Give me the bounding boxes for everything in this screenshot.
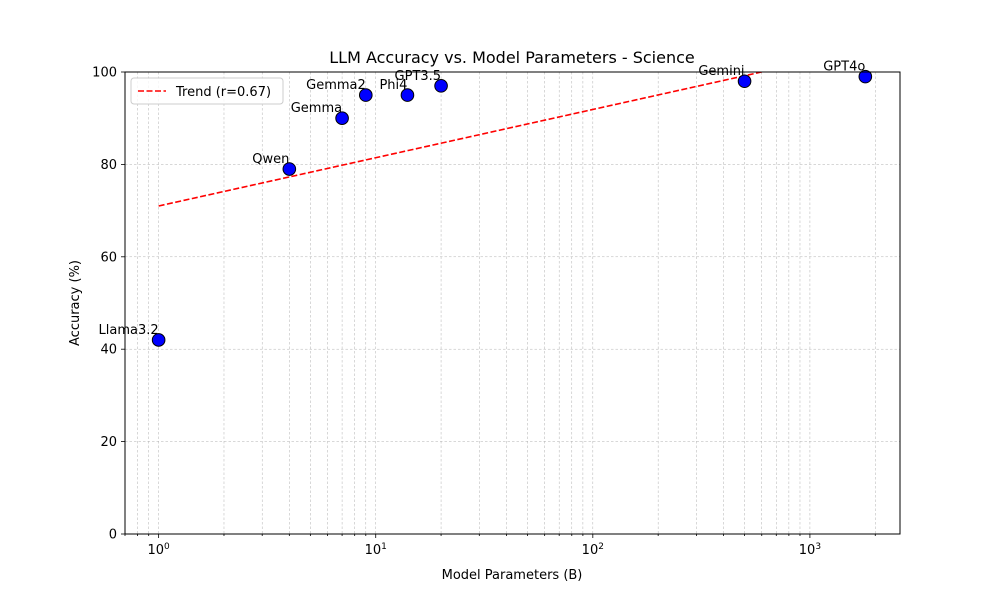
plot-frame	[124, 71, 901, 535]
legend-trend-label: Trend (r=0.67)	[175, 85, 271, 100]
trend-layer	[158, 72, 766, 207]
x-tick-label: 100	[147, 542, 170, 558]
y-tick-label: 80	[100, 158, 117, 173]
data-point-label: Qwen	[252, 152, 289, 167]
data-point	[434, 79, 448, 93]
legend-box	[130, 77, 284, 105]
plot-area	[125, 72, 900, 534]
x-tick-label-base: 10	[799, 543, 816, 558]
x-tick-label: 103	[799, 542, 821, 558]
data-point-label: GPT4o	[823, 60, 865, 75]
y-tick-label: 0	[109, 528, 117, 543]
x-tick-label-base: 10	[365, 543, 382, 558]
data-point	[737, 74, 752, 89]
x-tick-label-base: 10	[147, 543, 164, 558]
chart-title: LLM Accuracy vs. Model Parameters - Scie…	[329, 48, 695, 67]
x-tick-label-exponent: 1	[381, 542, 387, 552]
data-point	[358, 88, 373, 102]
data-point-label: GPT3.5	[395, 69, 442, 84]
data-point	[282, 162, 297, 176]
y-tick-label: 20	[100, 435, 117, 450]
x-tick-label-exponent: 2	[598, 542, 604, 552]
trend-line	[158, 72, 766, 207]
y-tick-label: 40	[100, 343, 117, 358]
points-layer	[151, 69, 873, 347]
data-point-label: Phi4	[379, 78, 407, 93]
data-point	[858, 69, 873, 84]
x-tick-label: 102	[582, 542, 604, 558]
y-tick-label: 60	[100, 250, 117, 265]
x-tick-label: 101	[365, 542, 387, 558]
data-point-label: Gemma	[291, 101, 342, 116]
data-point	[151, 333, 166, 347]
x-tick-label-exponent: 3	[815, 542, 821, 552]
data-point-label: Gemma2	[306, 78, 366, 93]
data-point-label: Llama3.2	[99, 323, 159, 338]
data-point	[335, 111, 349, 125]
legend: Trend (r=0.67)	[130, 77, 284, 105]
y-axis-label: Accuracy (%)	[68, 260, 83, 346]
data-point	[400, 88, 415, 102]
x-axis-label: Model Parameters (B)	[442, 568, 583, 583]
y-tick-label: 100	[92, 66, 117, 81]
x-tick-label-exponent: 0	[164, 542, 170, 552]
x-tick-label-base: 10	[582, 543, 599, 558]
